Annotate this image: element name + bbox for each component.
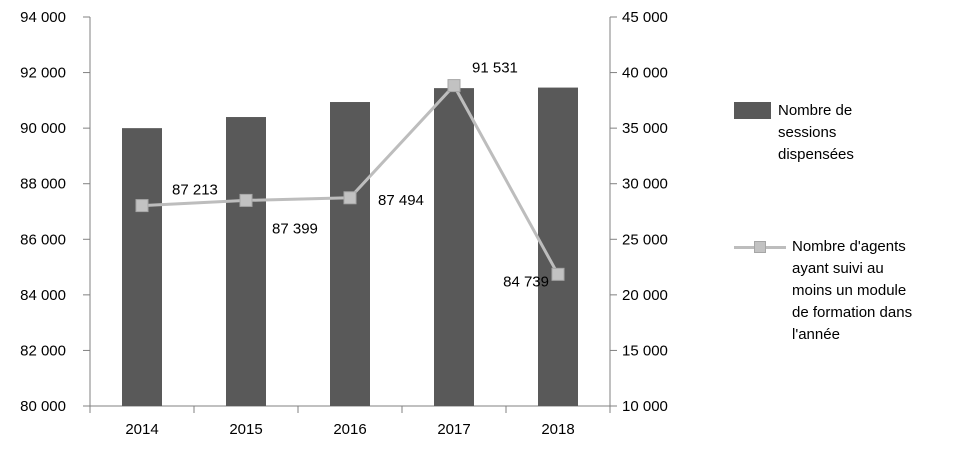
line-marker <box>343 191 357 205</box>
right-axis-tick-label: 10 000 <box>622 398 668 415</box>
left-axis-tick-label: 80 000 <box>20 398 66 415</box>
line-marker <box>239 193 253 207</box>
data-label: 87 213 <box>172 182 218 199</box>
left-axis-tick-label: 92 000 <box>20 65 66 82</box>
plot-area: 80 000 82 000 84 000 86 000 88 000 90 000 92 0… <box>20 9 668 438</box>
x-axis-category-label: 2017 <box>437 421 470 438</box>
bar <box>122 128 162 406</box>
legend-item-agents: Nombre d'agents ayant suivi au moins un … <box>734 236 952 346</box>
right-axis-tick-label: 20 000 <box>622 287 668 304</box>
bar <box>538 87 578 406</box>
legend-line-marker-icon <box>754 241 766 253</box>
bar <box>434 88 474 406</box>
x-axis-category-label: 2018 <box>541 421 574 438</box>
line-marker <box>135 199 149 213</box>
bar <box>330 102 370 406</box>
x-axis-category-label: 2015 <box>229 421 262 438</box>
legend-line-swatch-icon <box>734 241 786 254</box>
legend-label-sessions: Nombre de sessions dispensées <box>778 102 854 163</box>
left-axis-tick-label: 84 000 <box>20 287 66 304</box>
right-axis-tick-label: 45 000 <box>622 9 668 26</box>
line-marker <box>551 267 565 281</box>
left-axis-tick-label: 82 000 <box>20 342 66 359</box>
legend-bar-swatch-icon <box>734 102 771 119</box>
left-axis-tick-label: 94 000 <box>20 9 66 26</box>
data-label: 87 399 <box>272 220 318 237</box>
line-marker <box>447 79 461 93</box>
data-label: 87 494 <box>378 192 424 209</box>
right-axis-tick-label: 30 000 <box>622 176 668 193</box>
left-axis-tick-label: 88 000 <box>20 176 66 193</box>
legend-label-agents: Nombre d'agents ayant suivi au moins un … <box>792 238 913 343</box>
right-axis-tick-label: 35 000 <box>622 120 668 137</box>
chart-legend: Nombre de sessions dispensées Nombre d'a… <box>734 100 952 346</box>
x-axis-category-label: 2016 <box>333 421 366 438</box>
left-axis-tick-label: 86 000 <box>20 231 66 248</box>
data-label: 91 531 <box>472 60 518 77</box>
x-axis-category-label: 2014 <box>125 421 158 438</box>
right-axis-tick-label: 15 000 <box>622 342 668 359</box>
right-axis-tick-label: 40 000 <box>622 65 668 82</box>
legend-item-sessions: Nombre de sessions dispensées <box>734 100 952 166</box>
bar <box>226 117 266 407</box>
right-axis-tick-label: 25 000 <box>622 231 668 248</box>
data-label: 84 739 <box>503 273 549 290</box>
left-axis-tick-label: 90 000 <box>20 120 66 137</box>
